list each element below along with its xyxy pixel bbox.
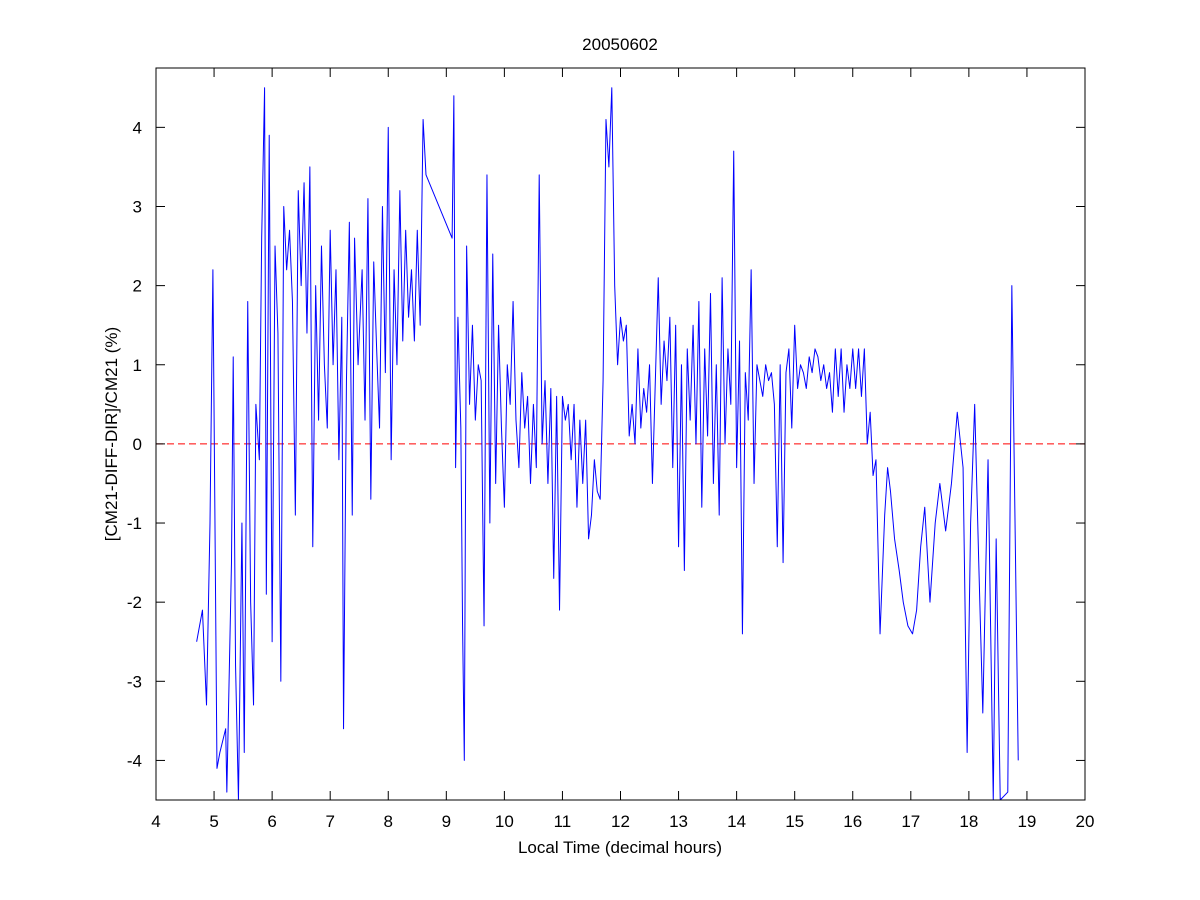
x-tick-label: 5 [209, 812, 218, 831]
y-tick-label: -2 [127, 593, 142, 612]
plot-area [156, 87, 1085, 800]
x-tick-label: 15 [785, 812, 804, 831]
x-tick-label: 10 [495, 812, 514, 831]
y-tick-label: 3 [133, 197, 142, 216]
x-tick-label: 14 [727, 812, 746, 831]
x-tick-label: 19 [1017, 812, 1036, 831]
chart-title: 20050602 [582, 35, 658, 54]
x-tick-label: 7 [325, 812, 334, 831]
x-tick-label: 11 [554, 812, 572, 831]
x-tick-label: 13 [669, 812, 688, 831]
x-tick-label: 4 [151, 812, 160, 831]
x-tick-label: 18 [959, 812, 978, 831]
x-tick-label: 17 [901, 812, 920, 831]
y-tick-label: -3 [127, 672, 142, 691]
x-axis-label: Local Time (decimal hours) [518, 838, 722, 857]
data-line [196, 87, 1019, 800]
y-tick-label: 2 [133, 277, 142, 296]
x-tick-label: 6 [267, 812, 276, 831]
y-axis-label: [CM21-DIFF-DIR]/CM21 (%) [102, 327, 121, 541]
y-tick-label: 0 [133, 435, 142, 454]
y-tick-label: -1 [127, 514, 142, 533]
x-tick-label: 16 [843, 812, 862, 831]
x-tick-label: 12 [611, 812, 630, 831]
y-tick-label: -4 [127, 751, 142, 770]
y-tick-label: 4 [133, 118, 142, 137]
x-tick-label: 20 [1076, 812, 1095, 831]
x-tick-label: 8 [384, 812, 393, 831]
y-tick-label: 1 [133, 356, 142, 375]
x-tick-label: 9 [442, 812, 451, 831]
